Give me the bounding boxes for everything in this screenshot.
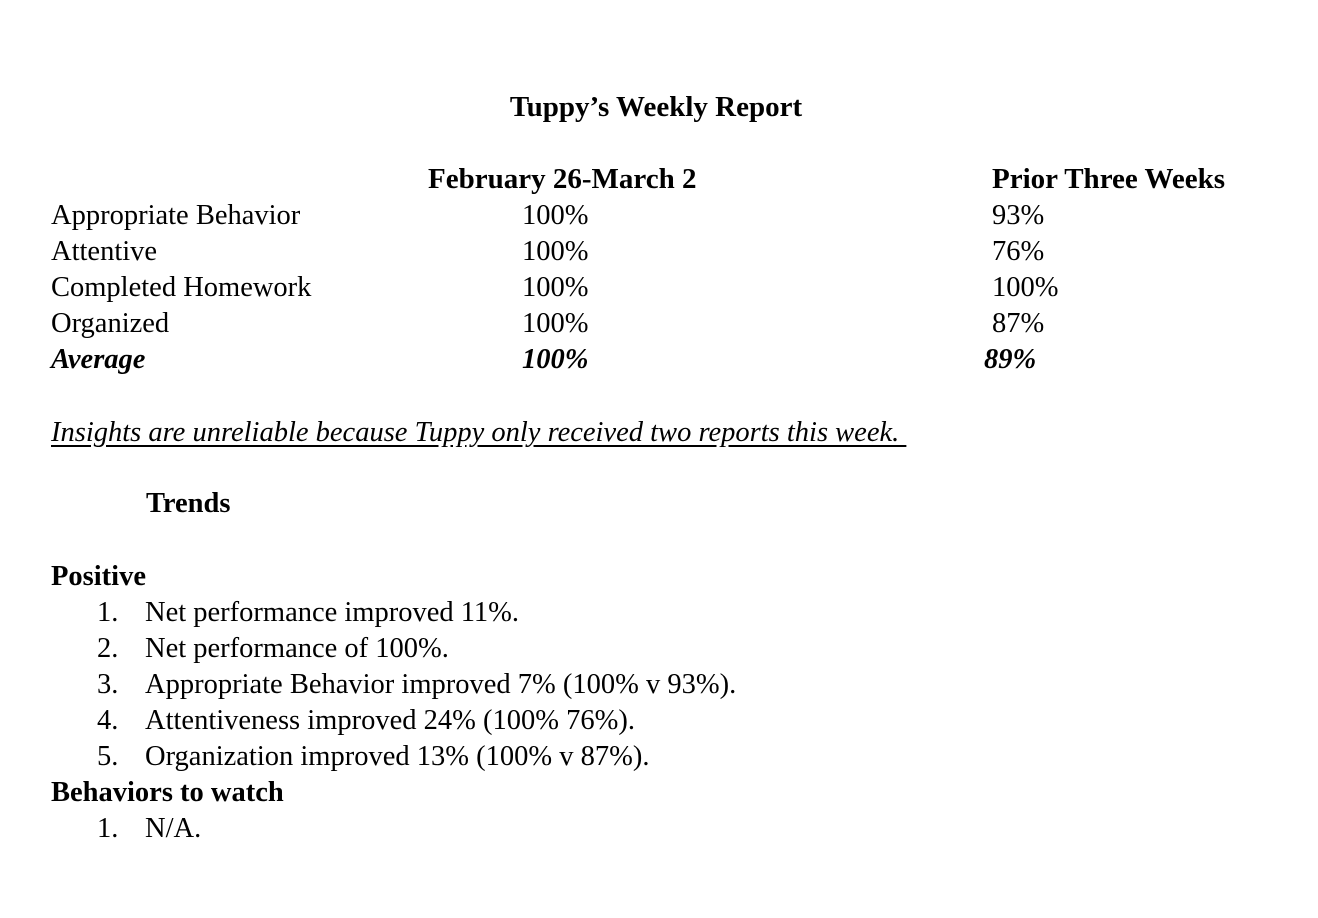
report-title: Tuppy’s Weekly Report [509,91,803,123]
row-label: Appropriate Behavior [51,200,301,231]
prior-value: 87% [992,308,1045,339]
list-item-number: 4. [97,705,119,736]
row-label: Attentive [51,236,158,267]
reliability-note: Insights are unreliable because Tuppy on… [51,417,907,448]
list-item-number: 1. [97,597,119,628]
prior-value: 76% [992,236,1045,267]
average-current: 100% [522,344,589,375]
average-label: Average [51,344,146,375]
list-item-number: 1. [97,813,119,844]
list-item: Net performance of 100%. [145,633,449,664]
trends-heading: Trends [146,488,231,519]
current-value: 100% [522,272,589,303]
column-header-prior-weeks: Prior Three Weeks [992,163,1226,195]
prior-value: 93% [992,200,1045,231]
prior-value: 100% [992,272,1059,303]
list-item: Attentiveness improved 24% (100% 76%). [145,705,635,736]
positive-heading: Positive [51,561,146,592]
list-item: Net performance improved 11%. [145,597,520,628]
list-item-number: 3. [97,669,119,700]
list-item-number: 5. [97,741,119,772]
row-label: Organized [51,308,170,339]
column-header-current-week: February 26-March 2 [428,163,697,195]
list-item: Organization improved 13% (100% v 87%). [145,741,650,772]
current-value: 100% [522,308,589,339]
list-item-number: 2. [97,633,119,664]
behaviors-to-watch-heading: Behaviors to watch [51,777,284,808]
current-value: 100% [522,236,589,267]
current-value: 100% [522,200,589,231]
list-item: Appropriate Behavior improved 7% (100% v… [145,669,737,700]
row-label: Completed Homework [51,272,312,303]
list-item: N/A. [145,813,202,844]
average-prior: 89% [984,344,1037,375]
